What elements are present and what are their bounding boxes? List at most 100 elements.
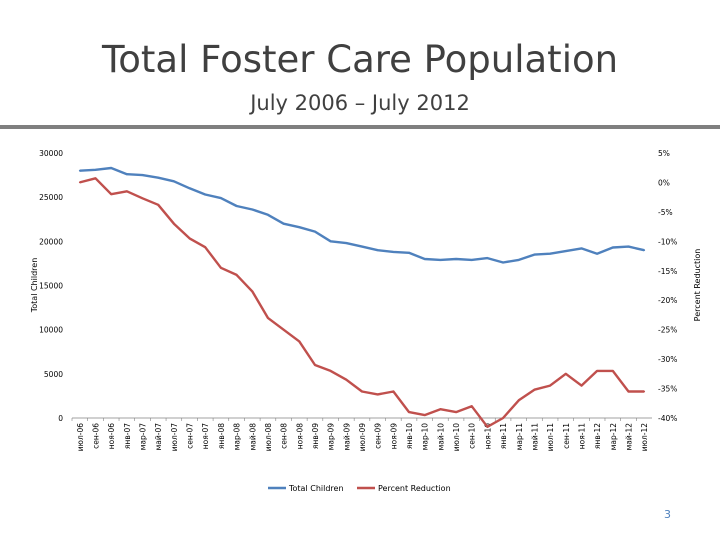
x-axis-tick-label: янв-11 [499,423,508,449]
left-axis-ticks: 0 5000 10000 15000 20000 25000 30000 [39,149,63,423]
data-point [267,317,269,319]
left-axis-tick-label: 0 [58,414,63,423]
x-axis-tick-label: ноя-07 [201,423,210,449]
x-axis-tick-label: июл-06 [76,423,85,451]
data-point [361,245,363,248]
right-axis-tick-label: 0% [658,178,670,187]
x-axis-tick-label: июл-10 [452,423,461,451]
x-axis-tick-label: мар-12 [609,423,618,450]
data-point [94,177,97,180]
x-axis-tick-label: янв-08 [217,423,226,449]
right-axis-tick-label: -5% [658,208,673,217]
left-axis-tick-label: 25000 [39,193,63,202]
x-axis-tick-label: сен-11 [562,423,571,449]
x-axis-tick-label: янв-10 [405,423,414,449]
data-point [188,237,191,240]
x-axis-tick-label: июл-09 [358,423,367,451]
data-point [204,246,207,249]
data-point [564,250,567,253]
data-point [611,370,614,372]
data-point [470,405,473,408]
data-point [345,242,348,245]
data-point [376,249,379,252]
data-point [392,390,395,393]
data-point [251,290,254,293]
data-point [502,261,504,264]
data-point [596,370,598,372]
left-axis-title: Total Children [30,258,39,314]
x-axis-tick-label: май-08 [248,423,257,451]
data-point [408,411,410,413]
data-point [94,168,97,171]
legend-label-total-children: Total Children [288,484,344,493]
x-axis-tick-label: сен-10 [468,423,477,449]
data-point [408,251,410,254]
data-point [329,370,332,372]
data-point [235,205,238,207]
data-point [204,193,207,196]
x-axis-tick-label: июл-11 [546,423,555,451]
data-point [126,173,128,176]
x-axis-tick-label: май-10 [436,423,445,451]
data-point [220,266,222,269]
data-point [549,384,551,387]
data-point [314,364,316,366]
data-point [329,240,332,243]
x-axis-tick-label: мар-09 [327,423,336,450]
data-point [220,197,222,200]
x-axis-tick-label: янв-12 [593,423,602,449]
right-axis-tick-label: -15% [658,267,677,276]
left-axis-tick-label: 5000 [44,370,63,379]
x-axis-tick-label: май-09 [342,423,351,451]
data-point [235,274,238,276]
slide-title: Total Foster Care Population [101,38,619,81]
data-point [580,247,583,250]
x-axis-tick-label: ноя-11 [577,423,586,449]
x-axis-tick-label: май-12 [624,423,633,451]
x-axis-tick-label: мар-07 [139,423,148,450]
data-point [157,176,160,179]
data-point [251,208,254,211]
data-point [502,417,504,419]
data-point [564,372,567,375]
data-point [376,393,379,396]
data-point [157,203,160,206]
data-point [110,167,113,169]
x-axis-tick-label: июл-08 [264,423,273,451]
data-point [643,390,646,393]
x-axis-ticks: июл-06 сен-06 ноя-06 янв-07 мар-07 май-07 июл-… [71,418,649,451]
data-point [455,411,457,413]
x-axis-tick-label: янв-09 [311,423,320,449]
data-point [141,174,144,177]
left-axis-tick-label: 30000 [39,149,63,158]
right-axis-tick-label: -25% [658,326,677,335]
data-point [517,399,520,402]
data-point [549,252,551,255]
x-axis-tick-label: сен-07 [186,423,195,449]
data-point [486,425,489,428]
left-axis-tick-label: 15000 [39,282,63,291]
data-point [78,181,81,184]
data-point [282,222,285,225]
x-axis-tick-label: мар-11 [515,423,524,450]
data-point [188,187,191,190]
x-axis-tick-label: сен-06 [92,423,101,449]
x-axis-tick-label: июл-12 [640,423,649,451]
series-lines [78,166,646,428]
legend: Total Children Percent Reduction [268,484,451,493]
data-point [643,249,646,252]
data-point [267,213,269,216]
right-axis-tick-label: 5% [658,149,670,158]
x-axis-tick-label: ноя-09 [389,423,398,449]
x-axis-tick-label: ноя-08 [295,423,304,449]
data-point [126,190,128,193]
left-axis-tick-label: 20000 [39,237,63,246]
right-axis-tick-label: -20% [658,296,677,305]
data-point [533,253,536,256]
x-axis-tick-label: мар-08 [233,423,242,450]
data-point [173,180,175,183]
data-point [423,258,426,260]
data-point [470,259,473,261]
data-point [298,340,301,343]
legend-label-percent-reduction: Percent Reduction [378,484,451,493]
